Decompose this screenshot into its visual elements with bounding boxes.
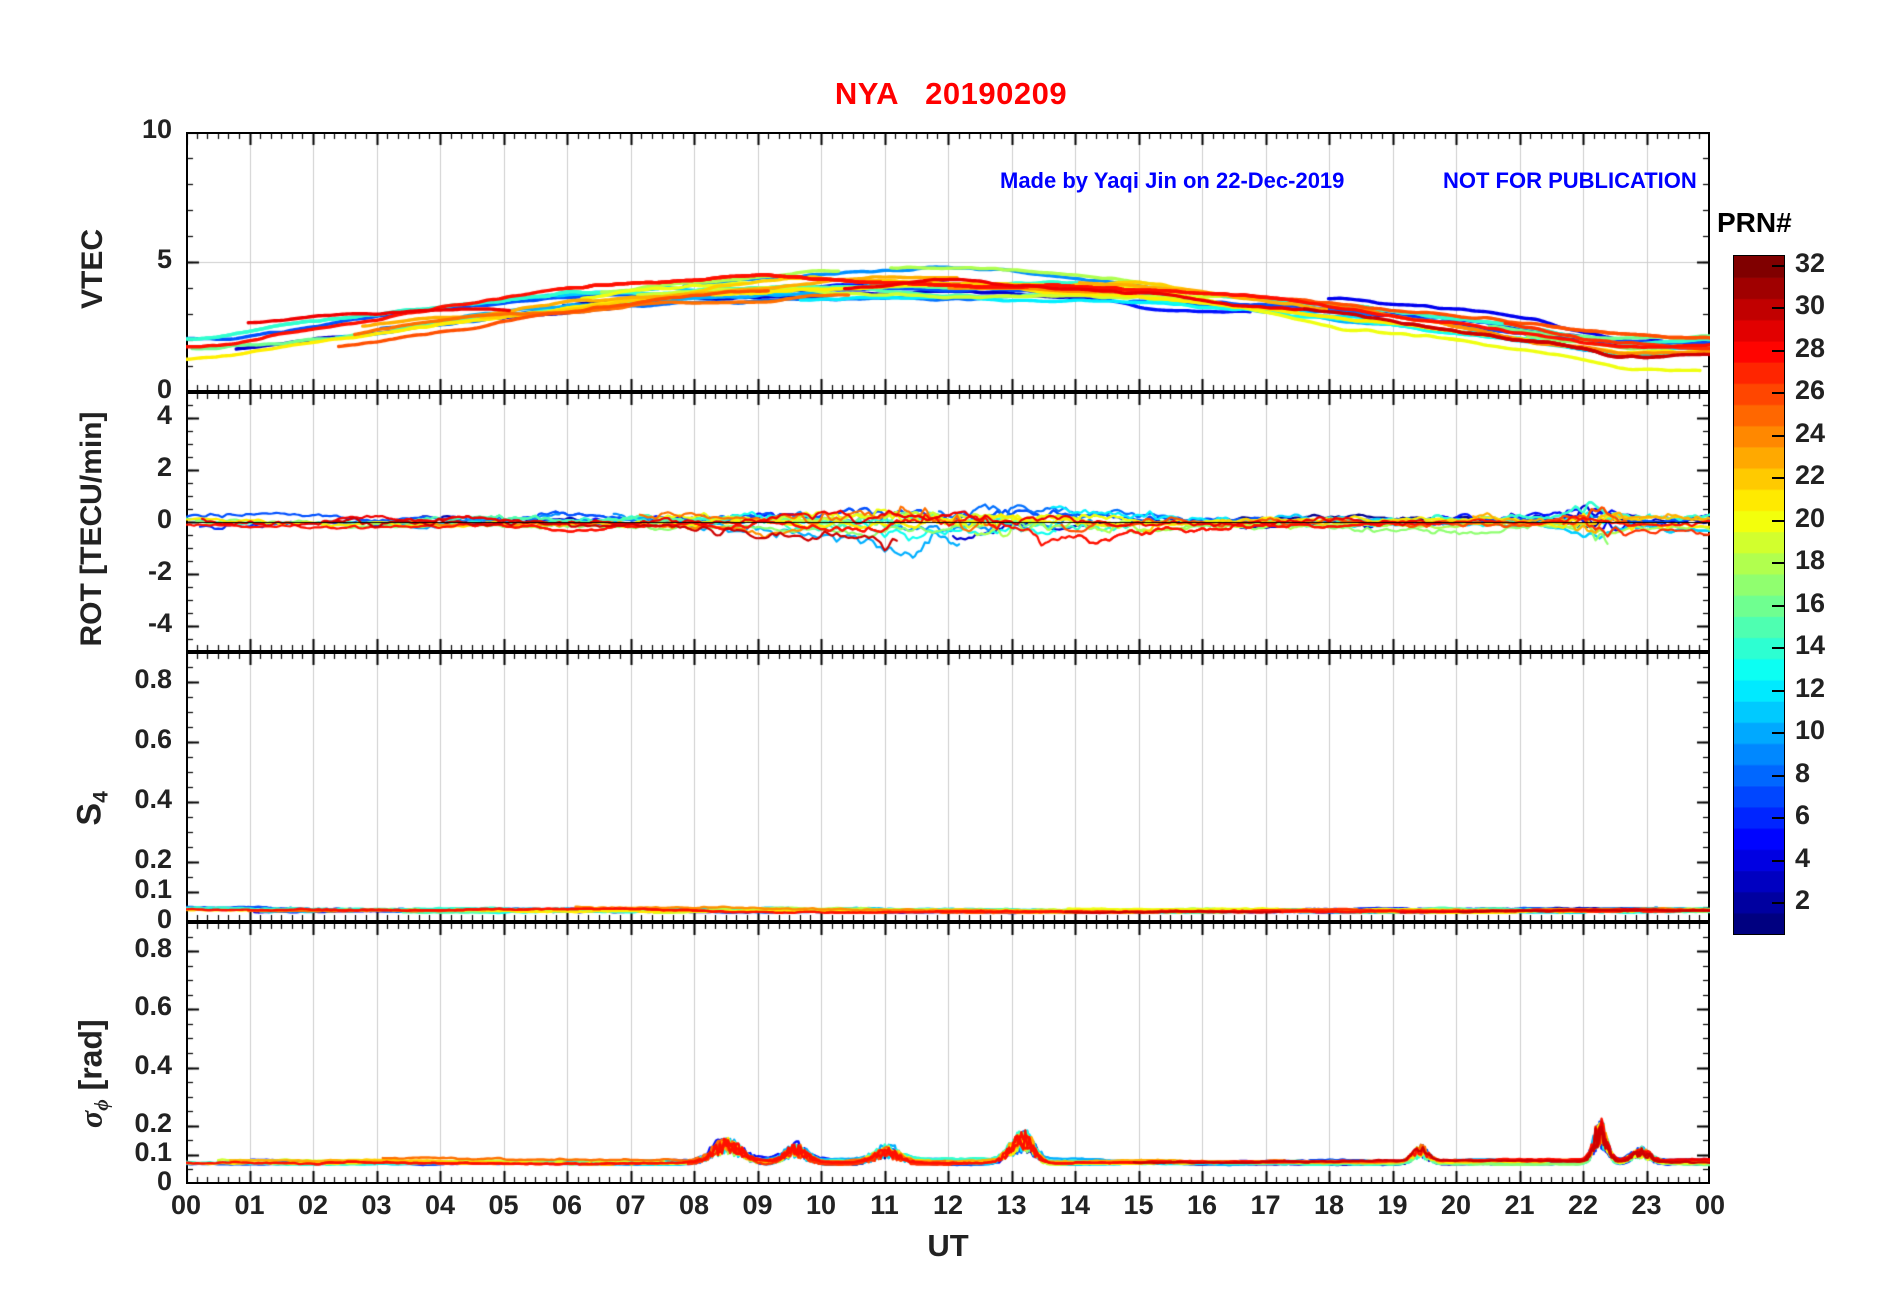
x-tick-label: 17 bbox=[1250, 1190, 1281, 1220]
y-tick-label-panel2: -2 bbox=[147, 556, 172, 586]
colorbar-tickmark bbox=[1772, 434, 1785, 437]
y-tick-label-panel1: 0 bbox=[156, 374, 172, 404]
x-tick-label: 01 bbox=[234, 1190, 265, 1220]
x-tick-label: 15 bbox=[1123, 1190, 1154, 1220]
colorbar-tick-label: 2 bbox=[1795, 885, 1811, 916]
y-tick-label-panel2: 0 bbox=[156, 504, 172, 534]
colorbar-tickmark bbox=[1772, 392, 1785, 395]
x-tick-label: 23 bbox=[1631, 1190, 1662, 1220]
colorbar-tick-label: 4 bbox=[1795, 842, 1811, 873]
colorbar-tickmark bbox=[1772, 519, 1785, 522]
x-tick-label: 08 bbox=[678, 1190, 710, 1220]
annotation-notice: NOT FOR PUBLICATION bbox=[1443, 168, 1697, 193]
x-tick-label: 10 bbox=[805, 1190, 837, 1220]
colorbar-tickmark bbox=[1772, 689, 1785, 692]
colorbar-tick-label: 16 bbox=[1795, 587, 1826, 618]
x-tick-label: 04 bbox=[424, 1190, 456, 1220]
y-tick-label-panel4: 0.6 bbox=[134, 991, 172, 1022]
x-tick-label: 20 bbox=[1440, 1190, 1472, 1220]
colorbar-tickmark bbox=[1772, 817, 1785, 820]
y-tick-label-panel4: 0.8 bbox=[134, 933, 172, 964]
annotation-author: Made by Yaqi Jin on 22-Dec-2019 bbox=[1000, 168, 1345, 193]
colorbar-tickmark bbox=[1772, 307, 1785, 310]
colorbar-title: PRN# bbox=[1717, 207, 1792, 238]
y-tick-label-panel2: -4 bbox=[147, 608, 172, 638]
y-tick-label-panel3: 0.6 bbox=[134, 724, 172, 754]
colorbar-tick-label: 8 bbox=[1795, 757, 1811, 788]
y-tick-label-panel4: 0.1 bbox=[134, 1136, 172, 1167]
colorbar-tick-label: 24 bbox=[1795, 417, 1826, 448]
colorbar-tickmark bbox=[1772, 859, 1785, 862]
colorbar-gradient bbox=[1733, 255, 1785, 935]
s4-plot-canvas bbox=[186, 652, 1710, 922]
x-tick-label: 11 bbox=[870, 1190, 899, 1220]
colorbar-tickmark bbox=[1772, 477, 1785, 480]
x-tick-label: 00 bbox=[1694, 1190, 1726, 1220]
x-tick-label: 16 bbox=[1186, 1190, 1218, 1220]
colorbar-tickmark bbox=[1772, 562, 1785, 565]
y-tick-label-panel2: 2 bbox=[156, 452, 172, 482]
y-tick-label-panel3: 0.8 bbox=[134, 664, 172, 694]
y-tick-label-panel3: 0 bbox=[156, 904, 172, 934]
y-tick-label-panel4: 0 bbox=[156, 1166, 172, 1196]
x-tick-label: 12 bbox=[932, 1190, 964, 1220]
colorbar-tickmark bbox=[1772, 264, 1785, 267]
rot-plot-canvas bbox=[186, 392, 1710, 652]
colorbar-tick-label: 6 bbox=[1795, 800, 1811, 831]
colorbar-tick-label: 18 bbox=[1795, 545, 1826, 576]
colorbar-tickmark bbox=[1772, 604, 1785, 607]
x-tick-label: 07 bbox=[615, 1190, 646, 1220]
colorbar-tick-label: 30 bbox=[1795, 290, 1826, 321]
y-tick-label-panel4: 0.4 bbox=[134, 1049, 172, 1080]
x-tick-label: 18 bbox=[1313, 1190, 1345, 1220]
sigma-phi-plot-canvas bbox=[186, 922, 1710, 1184]
y-tick-label-panel1: 10 bbox=[141, 114, 172, 144]
x-tick-label: 13 bbox=[996, 1190, 1027, 1220]
figure-title: NYA 20190209 bbox=[834, 76, 1068, 111]
y-tick-label-panel3: 0.2 bbox=[134, 844, 172, 874]
colorbar-tickmark bbox=[1772, 902, 1785, 905]
colorbar-tick-label: 10 bbox=[1795, 715, 1826, 746]
x-tick-label: 03 bbox=[361, 1190, 392, 1220]
colorbar-tick-label: 28 bbox=[1795, 332, 1826, 363]
x-tick-label: 14 bbox=[1059, 1190, 1091, 1220]
colorbar-tick-label: 20 bbox=[1795, 502, 1826, 533]
y-tick-label-panel4: 0.2 bbox=[134, 1107, 172, 1138]
colorbar-tickmark bbox=[1772, 349, 1785, 352]
vtec-plot-canvas bbox=[186, 132, 1710, 392]
y-tick-label-panel2: 4 bbox=[156, 400, 172, 430]
x-tick-label: 05 bbox=[488, 1190, 519, 1220]
x-tick-label: 21 bbox=[1504, 1190, 1535, 1220]
colorbar-tick-label: 12 bbox=[1795, 672, 1826, 703]
y-tick-label-panel1: 5 bbox=[156, 244, 172, 274]
x-tick-label: 19 bbox=[1377, 1190, 1408, 1220]
xaxis-label: UT bbox=[927, 1228, 969, 1263]
colorbar-tickmark bbox=[1772, 647, 1785, 650]
x-tick-label: 02 bbox=[297, 1190, 329, 1220]
x-tick-label: 22 bbox=[1567, 1190, 1599, 1220]
colorbar-tickmark bbox=[1772, 732, 1785, 735]
y-tick-label-panel3: 0.4 bbox=[134, 784, 172, 814]
colorbar-tick-label: 32 bbox=[1795, 247, 1826, 278]
colorbar-tick-label: 14 bbox=[1795, 630, 1826, 661]
x-tick-label: 06 bbox=[551, 1190, 583, 1220]
colorbar-tick-label: 26 bbox=[1795, 375, 1826, 406]
colorbar-tickmark bbox=[1772, 774, 1785, 777]
x-tick-label: 00 bbox=[170, 1190, 202, 1220]
y-tick-label-panel3: 0.1 bbox=[134, 874, 172, 904]
colorbar-tick-label: 22 bbox=[1795, 460, 1826, 491]
x-tick-label: 09 bbox=[742, 1190, 773, 1220]
